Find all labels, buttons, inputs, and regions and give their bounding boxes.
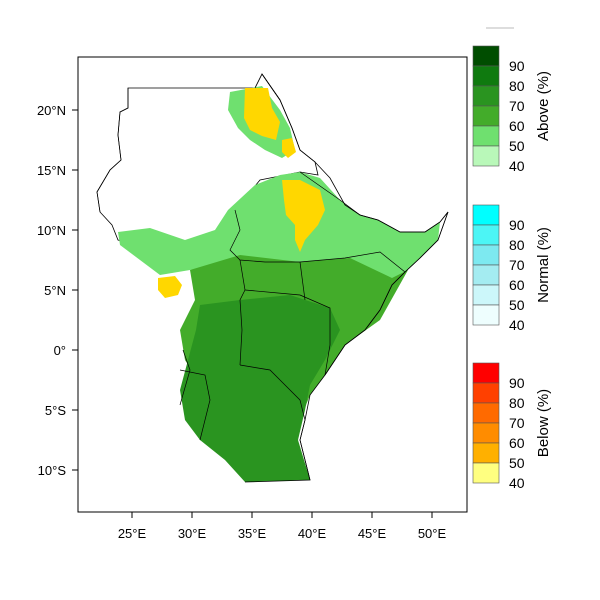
legend-label: 40 (509, 475, 525, 491)
x-tick-label: 50°E (418, 526, 447, 541)
legend-normal: 90 80 70 60 50 40 Normal (%) (472, 204, 552, 333)
legend-swatch (472, 264, 500, 286)
below-40-north (244, 88, 280, 140)
legend-label: 80 (509, 78, 525, 94)
legend-label: 40 (509, 317, 525, 333)
legend-below: 90 80 70 60 50 40 Below (%) (472, 362, 552, 491)
x-tick-label: 40°E (298, 526, 327, 541)
legend-label: 50 (509, 138, 525, 154)
legend-label: 70 (509, 98, 525, 114)
legend-swatch (472, 204, 500, 226)
legend-label: 80 (509, 395, 525, 411)
y-tick-label: 10°N (37, 223, 66, 238)
x-tick-label: 45°E (358, 526, 387, 541)
legend-swatch (472, 45, 500, 67)
y-tick-label: 10°S (38, 463, 67, 478)
y-tick-label: 0° (54, 343, 66, 358)
legend-label: 70 (509, 257, 525, 273)
x-axis: 25°E 30°E 35°E 40°E 45°E 50°E (118, 512, 447, 541)
legend-swatch (472, 462, 500, 484)
legend-title: Normal (%) (535, 227, 552, 303)
x-tick-label: 35°E (238, 526, 267, 541)
above-50-region (118, 172, 440, 285)
legend-swatch (472, 382, 500, 404)
legend-label: 70 (509, 415, 525, 431)
legend-swatch (472, 125, 500, 147)
legend-label: 50 (509, 297, 525, 313)
legend-swatch (472, 65, 500, 87)
legend-swatch (472, 362, 500, 384)
x-tick-label: 25°E (118, 526, 147, 541)
legend-title: Below (%) (535, 389, 552, 457)
legend-swatch (472, 85, 500, 107)
legend-label: 60 (509, 435, 525, 451)
y-tick-label: 5°N (44, 283, 66, 298)
y-axis: 20°N 15°N 10°N 5°N 0° 5°S 10°S (37, 103, 78, 478)
y-tick-label: 5°S (45, 403, 66, 418)
legend-swatch (472, 442, 500, 464)
coastline (244, 73, 449, 483)
legend-title: Above (%) (535, 71, 552, 141)
x-tick-label: 30°E (178, 526, 207, 541)
legend-label: 60 (509, 118, 525, 134)
legend-swatch (472, 244, 500, 266)
legend-swatch (472, 145, 500, 167)
legend-swatch (472, 284, 500, 306)
y-tick-label: 20°N (37, 103, 66, 118)
above-70-region (180, 295, 340, 482)
legend-label: 80 (509, 237, 525, 253)
legend-swatch (472, 402, 500, 424)
legend-label: 90 (509, 217, 525, 233)
below-40-west (158, 276, 182, 298)
map-region (96, 73, 449, 483)
legend-above: 90 80 70 60 50 40 Above (%) (472, 45, 552, 174)
legend-swatch (472, 422, 500, 444)
legend-label: 60 (509, 277, 525, 293)
below-40-small (282, 138, 296, 158)
legend-label: 90 (509, 58, 525, 74)
legend-swatch (472, 304, 500, 326)
legend-swatch (472, 105, 500, 127)
below-40-ethiopia (282, 180, 325, 252)
y-tick-label: 15°N (37, 163, 66, 178)
legend-swatch (472, 224, 500, 246)
legend-label: 90 (509, 375, 525, 391)
legend-label: 50 (509, 455, 525, 471)
legend-label: 40 (509, 158, 525, 174)
